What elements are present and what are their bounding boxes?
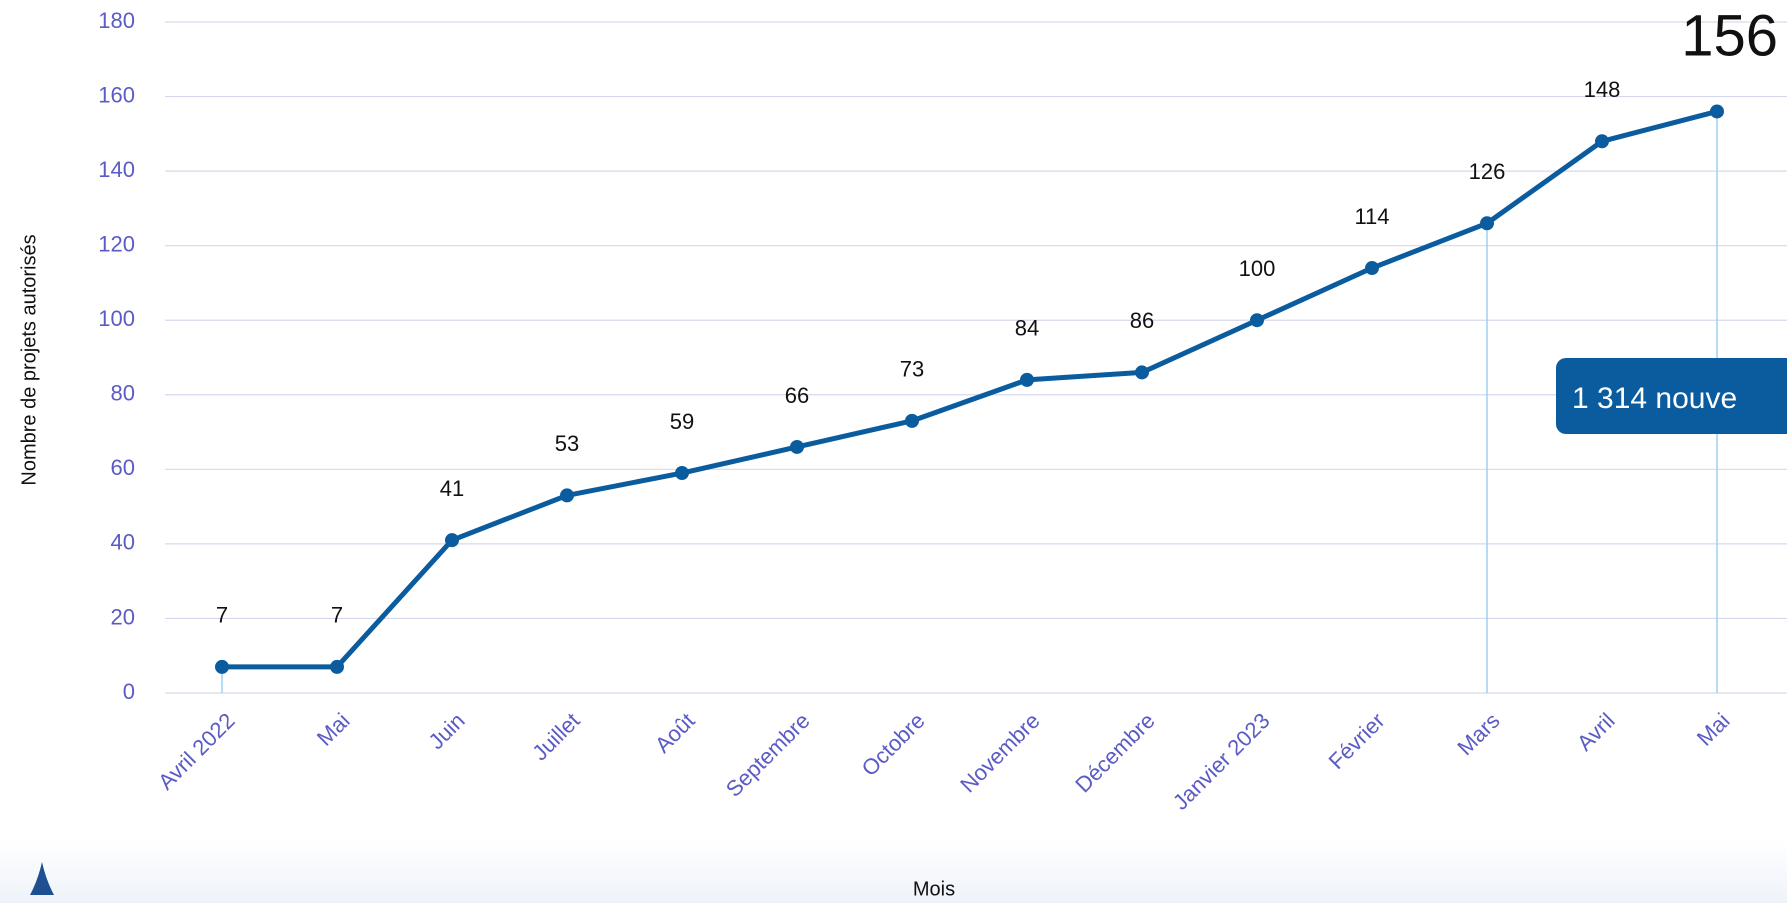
data-point: [675, 466, 689, 481]
y-tick-label: 0: [123, 679, 135, 704]
value-label: 114: [1354, 204, 1389, 229]
x-tick-label: Février: [1324, 708, 1390, 774]
data-point: [1480, 216, 1494, 231]
data-point: [905, 413, 919, 428]
x-tick-label: Mars: [1452, 708, 1504, 760]
x-tick-label: Mai: [312, 708, 355, 751]
value-label: 100: [1239, 256, 1276, 281]
x-tick-label: Novembre: [955, 708, 1044, 797]
x-tick-label: Avril: [1572, 708, 1620, 756]
y-tick-label: 80: [111, 381, 135, 406]
data-point: [1710, 104, 1724, 119]
x-tick-label: Juin: [423, 708, 469, 754]
value-label: 59: [670, 409, 694, 434]
value-label: 84: [1015, 316, 1039, 341]
value-label: 156: [1681, 3, 1778, 68]
logo: [30, 862, 54, 895]
value-label: 86: [1130, 308, 1154, 333]
value-label: 66: [785, 383, 809, 408]
x-axis-label: Mois: [913, 878, 955, 900]
x-tick-label: Mai: [1692, 708, 1735, 751]
data-point: [1365, 261, 1379, 276]
value-label: 7: [216, 603, 228, 628]
y-tick-label: 180: [98, 8, 135, 33]
data-point: [560, 488, 574, 503]
x-tick-label: Septembre: [721, 708, 815, 802]
x-tick-label: Octobre: [857, 708, 930, 781]
data-point: [790, 439, 804, 454]
data-point: [330, 659, 344, 674]
y-tick-label: 160: [98, 82, 135, 107]
value-label: 148: [1584, 77, 1621, 102]
annotation: 1 314 nouve: [1572, 382, 1737, 415]
value-label: 53: [555, 431, 579, 456]
annotation-box: [1556, 358, 1787, 434]
data-point: [1135, 365, 1149, 380]
x-tick-label: Décembre: [1070, 708, 1159, 797]
value-label: 73: [900, 357, 924, 382]
value-label: 7: [331, 603, 343, 628]
data-point: [215, 659, 229, 674]
value-label: 126: [1469, 159, 1506, 184]
y-tick-label: 120: [98, 231, 135, 256]
y-tick-label: 140: [98, 157, 135, 182]
y-axis-label: Nombre de projets autorisés: [18, 234, 40, 485]
x-tick-label: Juillet: [527, 708, 584, 765]
x-tick-label: Janvier 2023: [1168, 708, 1275, 815]
x-tick-label: Août: [650, 708, 700, 758]
y-tick-label: 60: [111, 455, 135, 480]
x-tick-label: Avril 2022: [153, 708, 240, 795]
data-line: [222, 109, 1718, 670]
data-point: [1250, 313, 1264, 328]
y-tick-label: 20: [111, 604, 135, 629]
footer-band: [0, 840, 1787, 903]
y-tick-label: 100: [98, 306, 135, 331]
data-point: [1595, 134, 1609, 149]
value-label: 41: [440, 476, 464, 501]
data-point: [1020, 372, 1034, 387]
y-tick-label: 40: [111, 530, 135, 555]
data-point: [445, 533, 459, 548]
